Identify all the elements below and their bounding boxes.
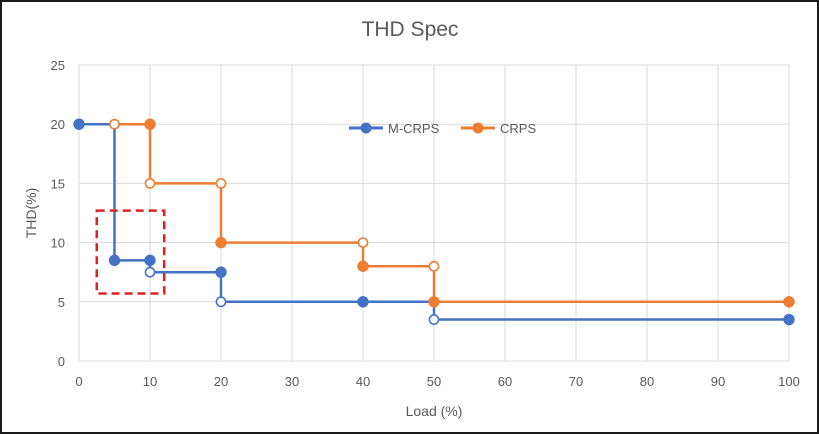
series-layer	[73, 118, 795, 326]
data-point-m-crps	[428, 314, 440, 325]
series-line-m-crps	[79, 122, 789, 321]
x-tick-label: 10	[143, 374, 157, 389]
y-tick-label: 0	[58, 354, 65, 369]
data-point-crps	[428, 260, 440, 272]
x-tick-label: 80	[640, 374, 654, 389]
data-point-m-crps	[783, 313, 795, 326]
series-crps	[109, 118, 795, 308]
data-point-crps	[109, 118, 120, 130]
x-tick-label: 20	[214, 374, 228, 389]
data-point-crps	[428, 296, 440, 308]
data-point-m-crps	[357, 296, 369, 308]
data-point-m-crps	[73, 118, 85, 130]
y-axis-ticks: 0 5 10 15 20 25	[51, 58, 65, 369]
legend-marker-m-crps	[360, 122, 372, 134]
y-tick-label: 15	[51, 176, 65, 191]
legend-label-m-crps: M-CRPS	[388, 121, 440, 136]
x-tick-label: 90	[711, 374, 725, 389]
y-tick-label: 10	[51, 236, 65, 251]
data-point-crps	[144, 177, 156, 189]
x-tick-label: 30	[285, 374, 299, 389]
y-tick-label: 5	[58, 295, 65, 310]
legend-label-crps: CRPS	[500, 121, 536, 136]
highlight-box	[95, 209, 166, 295]
series-line-crps	[114, 122, 789, 304]
x-tick-label: 40	[356, 374, 370, 389]
data-point-m-crps	[215, 266, 227, 278]
data-point-crps	[144, 118, 156, 130]
x-tick-label: 0	[75, 374, 82, 389]
x-tick-label: 70	[569, 374, 583, 389]
legend-item-crps: CRPS	[461, 121, 536, 136]
annotation-layer	[95, 209, 166, 295]
legend-marker-crps	[472, 122, 484, 134]
series-m-crps	[73, 118, 795, 326]
data-point-crps	[215, 236, 227, 249]
x-tick-label: 100	[778, 374, 800, 389]
data-point-crps	[357, 237, 369, 248]
y-axis-label: THD(%)	[23, 188, 39, 239]
x-tick-label: 60	[498, 374, 512, 389]
data-point-m-crps	[144, 254, 156, 267]
data-point-crps	[215, 177, 227, 189]
data-point-m-crps	[144, 266, 156, 278]
data-point-m-crps	[108, 254, 121, 267]
legend-item-m-crps: M-CRPS	[349, 121, 440, 136]
data-point-crps	[357, 260, 369, 272]
gridlines	[78, 64, 790, 362]
data-point-m-crps	[215, 296, 227, 308]
chart-title: THD Spec	[362, 18, 459, 41]
y-tick-label: 20	[51, 117, 65, 132]
legend: M-CRPS CRPS	[349, 121, 536, 136]
x-tick-label: 50	[427, 374, 441, 389]
data-point-crps	[783, 296, 795, 308]
y-tick-label: 25	[51, 58, 65, 73]
x-axis-ticks: 0 10 20 30 40 50 60 70 80 90 100	[75, 374, 799, 389]
x-axis-label: Load (%)	[406, 403, 463, 419]
